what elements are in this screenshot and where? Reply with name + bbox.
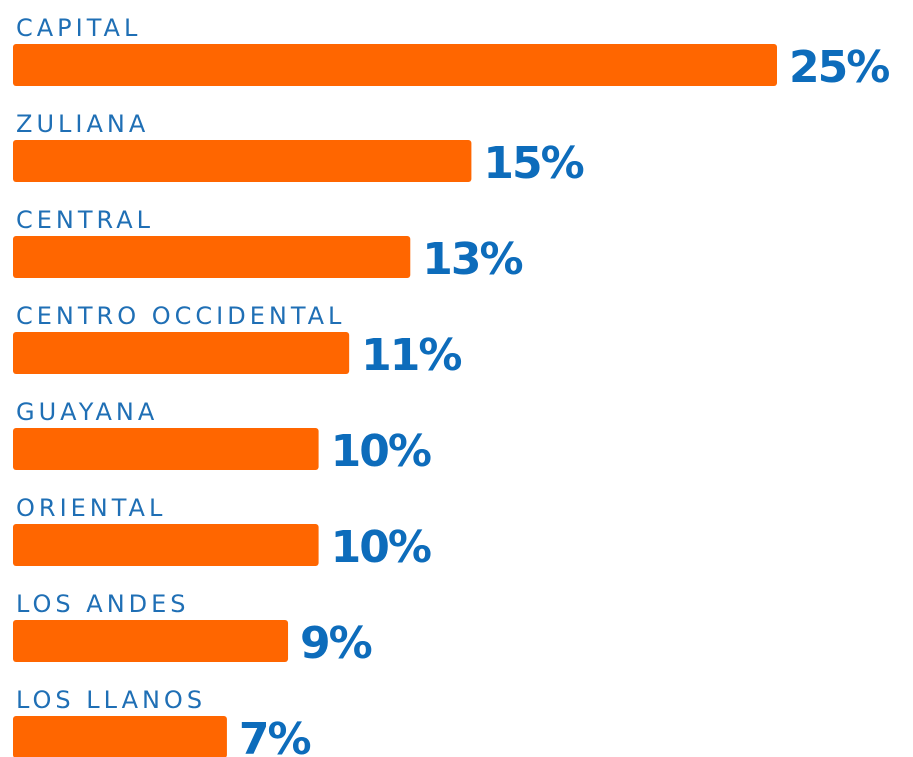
category-label: CAPITAL: [16, 14, 141, 42]
bar: [13, 620, 289, 662]
bar: [13, 44, 777, 86]
category-label: CENTRO OCCIDENTAL: [16, 302, 345, 330]
category-label: LOS LLANOS: [16, 686, 206, 714]
value-label: 11%: [361, 330, 461, 381]
value-label: 15%: [483, 138, 583, 189]
category-label: ZULIANA: [16, 110, 149, 138]
category-label: LOS ANDES: [16, 590, 190, 618]
category-label: CENTRAL: [16, 206, 154, 234]
bar: [13, 140, 472, 182]
category-label: GUAYANA: [16, 398, 158, 426]
value-label: 10%: [331, 426, 431, 477]
bar: [13, 332, 350, 374]
value-label: 10%: [331, 522, 431, 573]
value-label: 7%: [239, 714, 311, 757]
value-label: 9%: [300, 618, 372, 669]
bar: [13, 236, 411, 278]
category-label: ORIENTAL: [16, 494, 166, 522]
bar: [13, 428, 319, 470]
value-label: 13%: [422, 234, 522, 285]
value-label: 25%: [789, 42, 889, 93]
bar: [13, 524, 319, 566]
bar: [13, 716, 227, 757]
